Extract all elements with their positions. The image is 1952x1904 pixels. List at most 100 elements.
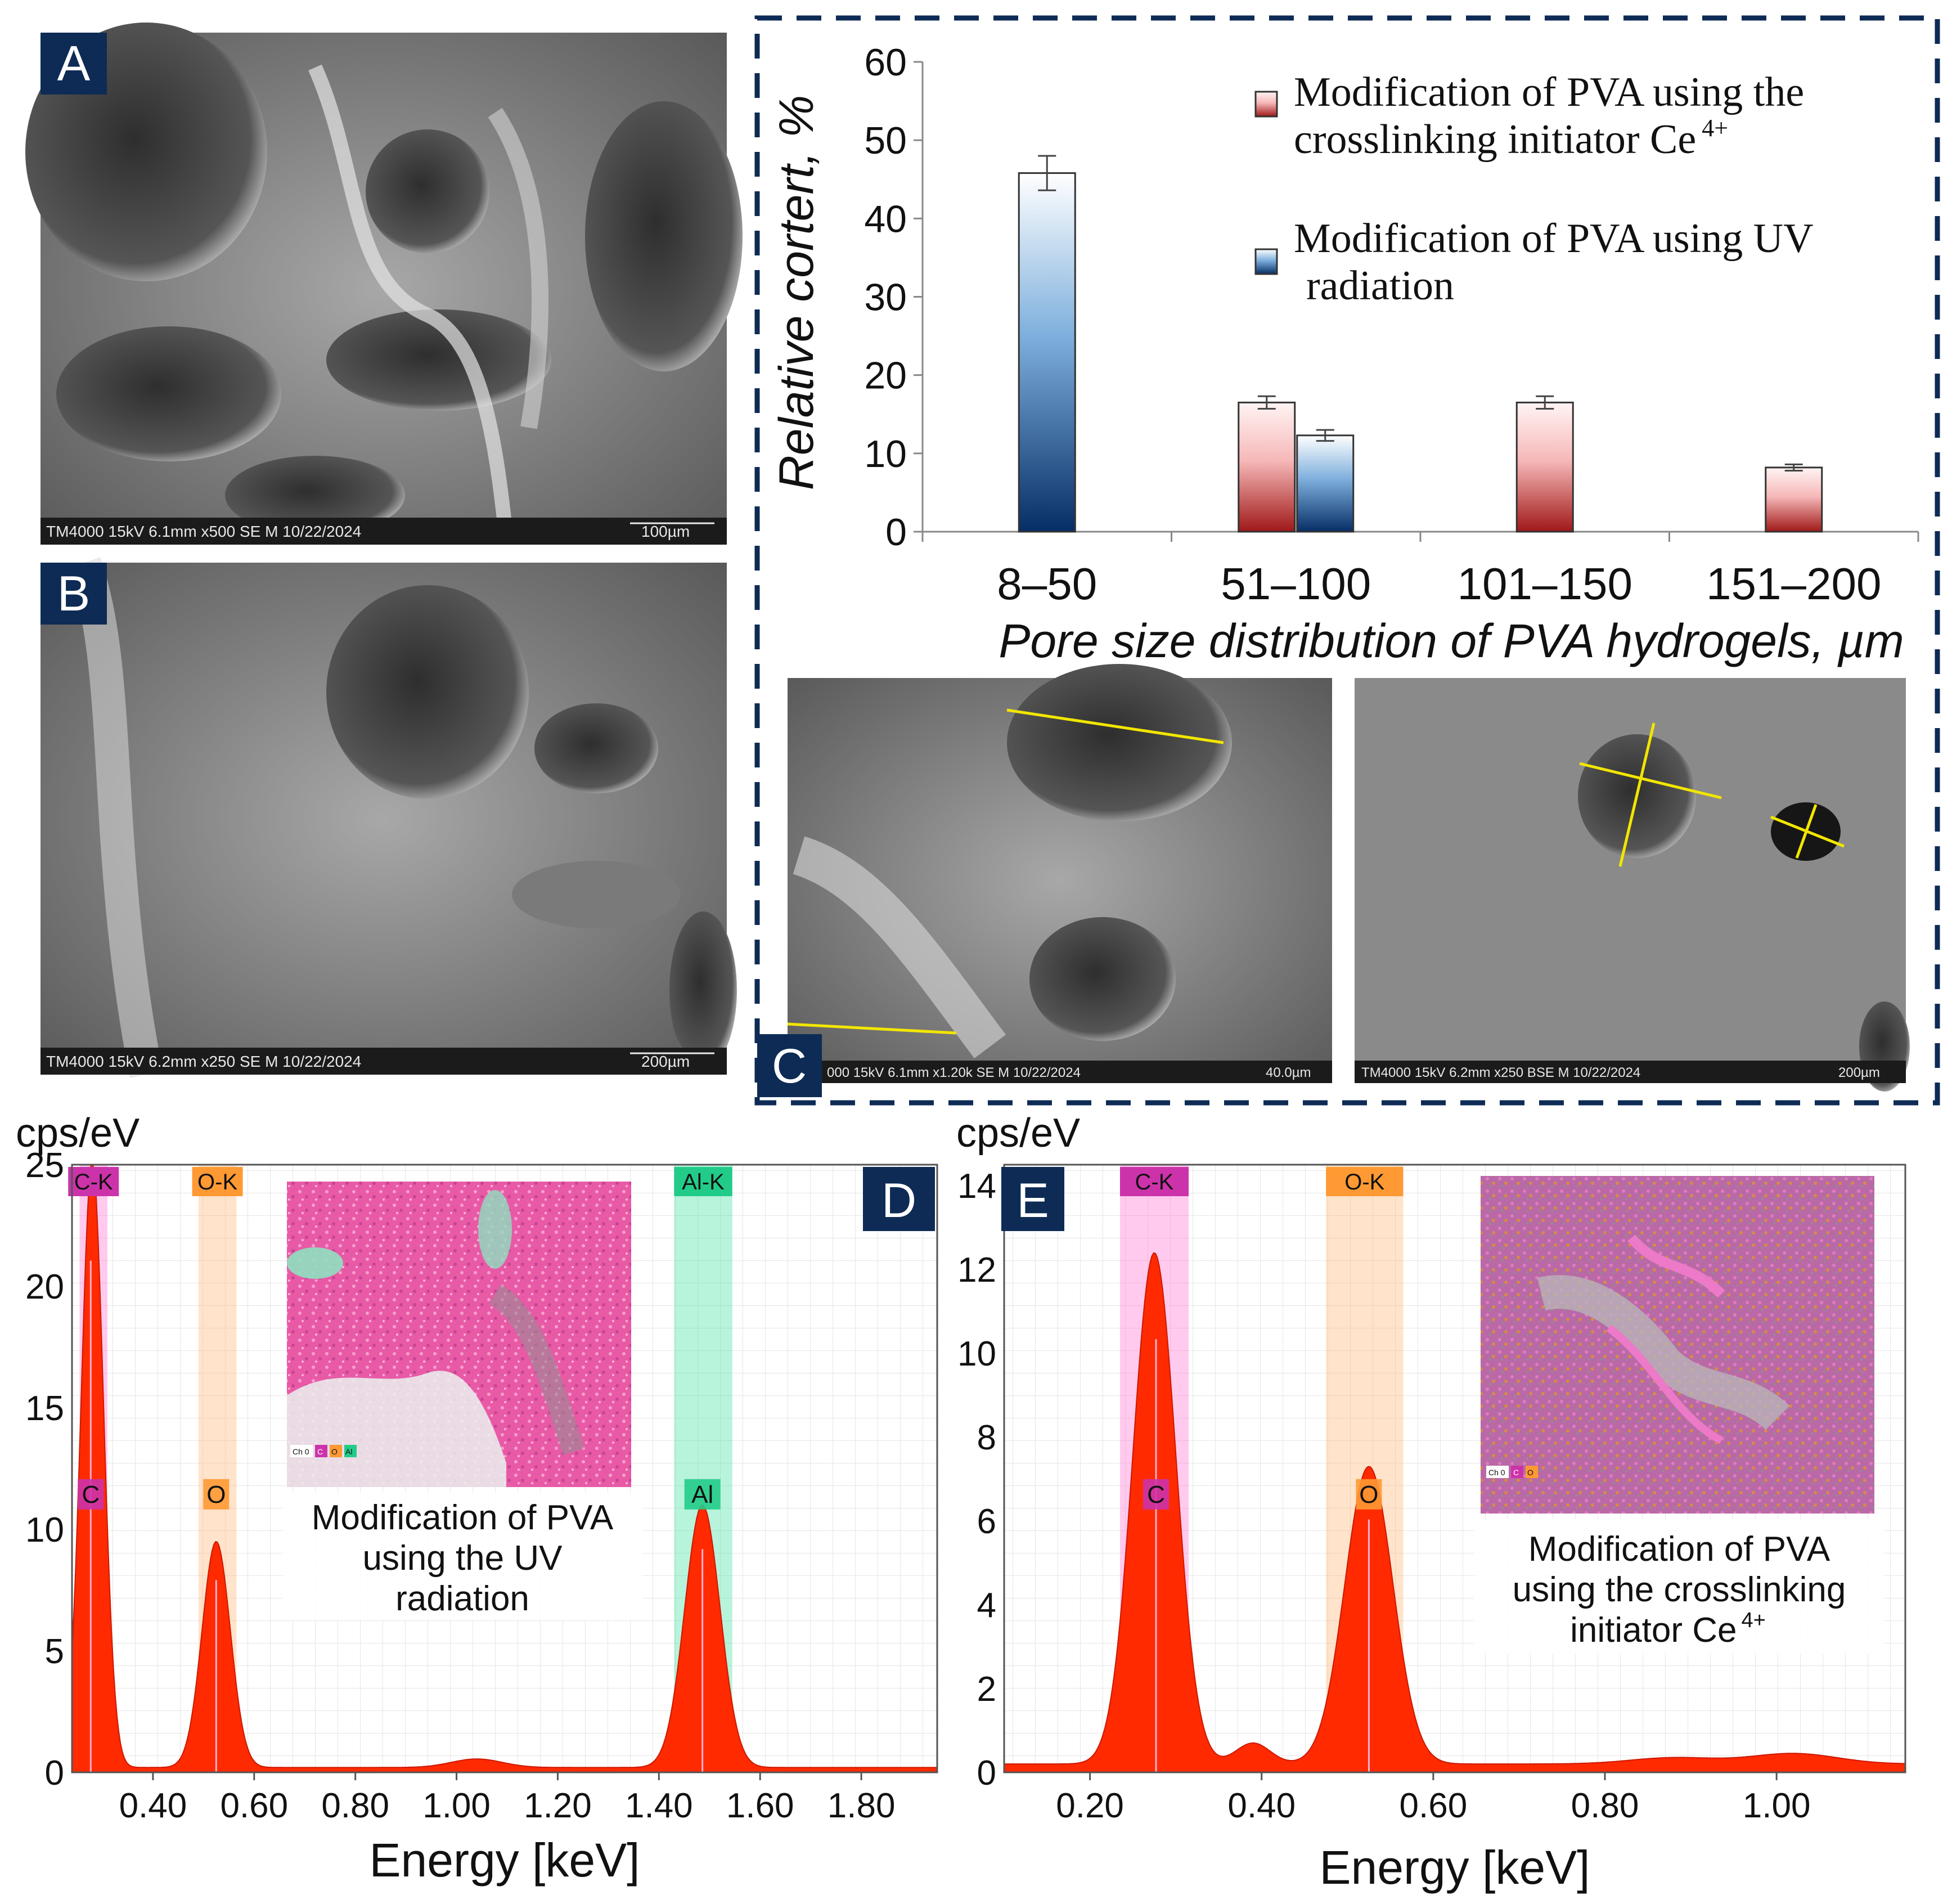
pore	[1007, 664, 1232, 821]
panel-label-c-text: C	[772, 1039, 807, 1093]
bar-x-axis-label: Pore size distribution of PVA hydrogels,…	[999, 614, 1904, 667]
sem-c2-caption: TM4000 15kV 6.2mm x250 BSE M 10/22/2024	[1361, 1065, 1640, 1080]
element-tag-c	[68, 1167, 119, 1196]
y-tick-label: 10	[25, 1511, 64, 1550]
x-tick-label: 0.40	[119, 1786, 187, 1825]
sem-image-b: TM4000 15kV 6.2mm x250 SE M 10/22/2024 2…	[41, 557, 737, 1078]
x-tick-label: 0.80	[1571, 1786, 1639, 1825]
legend-uv-line2: radiation	[1306, 263, 1454, 309]
eds-d-x-axis-label: Energy [keV]	[370, 1834, 640, 1887]
x-tick-label: 0.60	[1400, 1786, 1468, 1825]
sem-a-scale: 100µm	[641, 523, 690, 540]
element-symbol-tag	[684, 1479, 721, 1510]
bar-legend: Modification of PVA using the crosslinki…	[1254, 69, 1814, 309]
element-tag-c	[1119, 1167, 1189, 1196]
sem-image-c2: TM4000 15kV 6.2mm x250 BSE M 10/22/2024 …	[1355, 678, 1910, 1092]
panel-label-d: D	[863, 1167, 935, 1231]
element-symbol: Al	[691, 1481, 713, 1508]
sem-b-caption: TM4000 15kV 6.2mm x250 SE M 10/22/2024	[46, 1053, 361, 1070]
eds-e-map-inset: Ch 0 C O	[1481, 1176, 1874, 1514]
eds-e-spectrum	[1004, 1252, 1906, 1773]
element-line-label: Al-K	[682, 1170, 725, 1195]
sem-image-c1: 000 15kV 6.1mm x1.20k SE M 10/22/2024 40…	[787, 664, 1332, 1083]
pore-size-bar-chart: 0 10 20 30 40 50 60 8–50 51–100 101–150 151–200 R…	[770, 41, 1919, 667]
sem-b-scale: 200µm	[641, 1053, 690, 1070]
y-tick-label: 6	[977, 1502, 996, 1541]
sem-c1-scale: 40.0µm	[1266, 1065, 1311, 1080]
x-tick-label: 0.80	[321, 1786, 389, 1825]
bar-ce	[1765, 466, 1823, 533]
pore-measure-line	[1006, 708, 1224, 744]
pore	[56, 326, 281, 461]
bar-ce	[1238, 401, 1296, 533]
legend-swatch-ce	[1254, 91, 1278, 118]
y-tick-label: 10	[864, 433, 907, 475]
x-tick-label: 1.60	[726, 1786, 794, 1825]
y-tick-label: 0	[885, 511, 907, 554]
element-symbol-tag	[1356, 1479, 1382, 1510]
eds-e-map-legend: Ch 0 C O	[1486, 1466, 1538, 1478]
legend-ce-line2: crosslinking initiator Ce 4+	[1294, 114, 1728, 163]
bar-uv	[1018, 172, 1076, 533]
legend-uv-line1: Modification of PVA using UV	[1294, 215, 1814, 262]
pore	[585, 101, 743, 371]
x-tick-label: 1.00	[422, 1786, 491, 1825]
pore	[326, 309, 551, 411]
element-line-label: C-K	[1135, 1170, 1174, 1195]
panel-label-b-text: B	[57, 565, 91, 621]
x-tick-label: 0.20	[1056, 1786, 1124, 1825]
pore	[512, 861, 681, 928]
map-legend-o: O	[331, 1447, 338, 1456]
sem-image-a: TM4000 15kV 6.1mm x500 SE M 10/22/2024 1…	[25, 23, 743, 545]
y-tick-label: 20	[864, 354, 907, 397]
bar-ce	[1515, 401, 1574, 533]
map-legend-ch0: Ch 0	[1488, 1468, 1505, 1477]
bar-y-axis-label: Relative cortert, %	[770, 95, 824, 491]
element-symbol-tag	[203, 1479, 230, 1510]
x-tick-label: 51–100	[1221, 559, 1371, 609]
eds-d-spectrum	[71, 1164, 938, 1773]
y-tick-label: 60	[864, 41, 907, 84]
sem-c2-scale: 200µm	[1838, 1065, 1880, 1080]
pore-measure-line	[1795, 804, 1818, 859]
x-tick-label: 8–50	[997, 559, 1097, 609]
map-legend-o: O	[1527, 1468, 1533, 1477]
y-tick-label: 40	[864, 197, 907, 240]
x-tick-label: 151–200	[1706, 559, 1881, 609]
map-legend-ch0: Ch 0	[293, 1447, 309, 1456]
x-tick-label: 1.00	[1743, 1786, 1811, 1825]
y-tick-label: 4	[977, 1586, 996, 1625]
y-tick-label: 15	[25, 1389, 64, 1428]
eds-d-map-inset: Ch 0 C O Al	[287, 1182, 631, 1487]
eds-d-y-axis-label: cps/eV	[16, 1111, 140, 1156]
y-tick-label: 10	[957, 1335, 996, 1373]
pore-measure-line	[787, 1022, 957, 1035]
panel-label-c: C	[757, 1034, 822, 1097]
eds-chart-e: cps/eV C-K C O-K O 0 2 4 6 8 10 12 14 0.20 0.40 0.60…	[956, 1111, 1906, 1894]
y-tick-label: 30	[864, 276, 907, 319]
y-tick-label: 8	[977, 1418, 996, 1457]
element-tag-al	[674, 1167, 732, 1196]
element-symbol: C	[1147, 1481, 1165, 1508]
bar-uv	[1296, 434, 1355, 533]
eds-e-inset-caption-3: initiator Ce 4+	[1570, 1609, 1766, 1650]
element-symbol: O	[206, 1481, 226, 1508]
map-legend-c: C	[317, 1447, 323, 1456]
x-tick-label: 0.40	[1227, 1786, 1296, 1825]
element-line-label: C-K	[74, 1170, 113, 1195]
element-symbol: O	[1359, 1481, 1378, 1508]
legend-ce-line1: Modification of PVA using the	[1294, 69, 1804, 115]
legend-swatch-uv	[1254, 248, 1278, 275]
x-tick-label: 1.40	[625, 1786, 693, 1825]
element-line-label: O-K	[1344, 1170, 1384, 1195]
x-tick-label: 101–150	[1458, 559, 1632, 609]
eds-d-inset-caption-2: using the UV	[363, 1539, 563, 1578]
y-tick-label: 0	[977, 1754, 996, 1793]
y-tick-label: 20	[25, 1268, 64, 1306]
sem-c1-caption: 000 15kV 6.1mm x1.20k SE M 10/22/2024	[827, 1065, 1081, 1080]
pore	[326, 585, 529, 799]
y-tick-label: 14	[957, 1167, 996, 1206]
element-symbol: C	[82, 1481, 100, 1508]
element-symbol-tag	[1143, 1479, 1170, 1510]
